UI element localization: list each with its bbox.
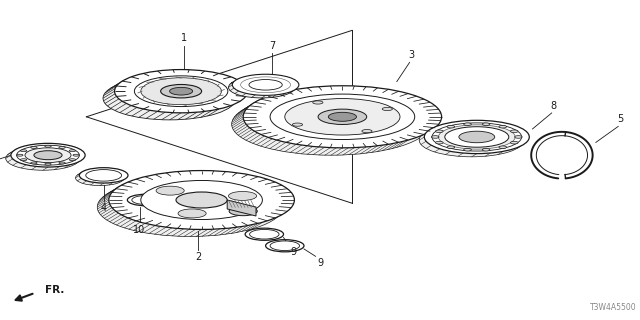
Ellipse shape [103,76,236,120]
Ellipse shape [76,170,124,186]
Ellipse shape [141,180,262,220]
Ellipse shape [313,101,323,104]
Ellipse shape [6,147,80,170]
Text: 7: 7 [269,41,275,51]
Ellipse shape [459,131,495,143]
Ellipse shape [161,84,202,98]
Ellipse shape [73,154,79,156]
Ellipse shape [232,93,430,155]
Ellipse shape [447,125,454,128]
Ellipse shape [431,136,439,138]
Text: 2: 2 [195,252,202,262]
Ellipse shape [382,108,392,111]
Text: 3: 3 [408,50,414,60]
Ellipse shape [31,162,37,164]
Ellipse shape [127,194,164,206]
Text: 5: 5 [617,114,623,124]
Text: 9: 9 [290,247,296,257]
Ellipse shape [109,171,294,229]
Ellipse shape [79,168,128,183]
Ellipse shape [176,192,227,208]
Ellipse shape [435,130,443,132]
Ellipse shape [270,241,300,251]
Ellipse shape [59,147,65,148]
Ellipse shape [435,141,443,144]
Ellipse shape [266,240,304,252]
Ellipse shape [270,94,415,140]
Ellipse shape [292,123,303,126]
Ellipse shape [17,154,23,156]
Ellipse shape [245,228,284,240]
Ellipse shape [134,76,228,107]
Ellipse shape [170,87,193,95]
Ellipse shape [69,150,76,152]
Text: T3W4A5500: T3W4A5500 [590,303,637,312]
Text: 4: 4 [100,203,107,213]
Ellipse shape [318,109,367,124]
Ellipse shape [362,130,372,133]
Ellipse shape [45,145,51,147]
Text: 10: 10 [133,225,146,235]
Text: 9: 9 [317,258,323,268]
Ellipse shape [232,74,299,95]
Ellipse shape [419,124,524,157]
Ellipse shape [464,148,472,151]
Ellipse shape [432,123,522,151]
Ellipse shape [464,123,472,125]
Ellipse shape [243,86,442,148]
Ellipse shape [447,146,454,148]
Ellipse shape [438,125,515,149]
Ellipse shape [328,112,356,121]
Ellipse shape [482,148,490,151]
Ellipse shape [45,163,51,165]
Ellipse shape [86,170,122,181]
Ellipse shape [69,159,76,161]
Ellipse shape [499,146,507,148]
Ellipse shape [249,79,282,90]
Ellipse shape [499,125,507,128]
Ellipse shape [132,196,160,204]
Ellipse shape [115,69,248,113]
Ellipse shape [285,99,400,135]
Ellipse shape [156,186,184,195]
Ellipse shape [250,229,279,239]
Ellipse shape [445,127,509,147]
Ellipse shape [25,148,71,163]
Ellipse shape [11,143,85,167]
Ellipse shape [424,120,529,154]
Ellipse shape [515,136,522,138]
Ellipse shape [229,207,257,216]
Ellipse shape [31,147,37,148]
Ellipse shape [141,78,221,105]
Ellipse shape [482,123,490,125]
Ellipse shape [178,209,206,218]
Ellipse shape [20,159,27,161]
Text: 8: 8 [550,101,557,111]
Ellipse shape [228,77,295,98]
Ellipse shape [59,162,65,164]
Ellipse shape [20,150,27,152]
Text: 1: 1 [181,33,188,43]
Ellipse shape [34,151,62,160]
Polygon shape [227,200,256,216]
Ellipse shape [511,141,518,144]
Ellipse shape [97,178,283,236]
Ellipse shape [511,130,518,132]
Ellipse shape [228,191,257,200]
Text: FR.: FR. [45,285,64,295]
Ellipse shape [17,145,79,165]
